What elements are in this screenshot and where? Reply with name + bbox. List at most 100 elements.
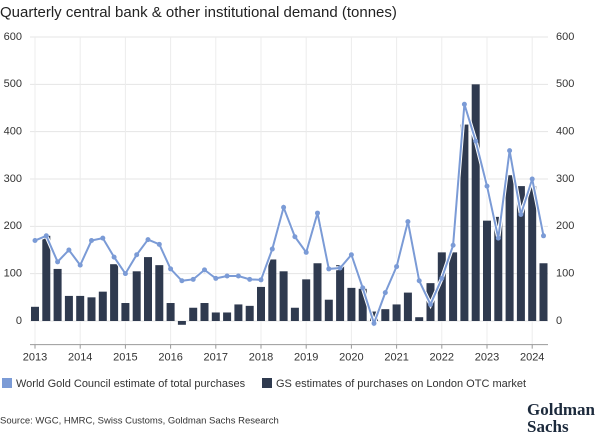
bar xyxy=(211,312,220,321)
bar xyxy=(505,175,514,321)
line-point xyxy=(405,219,411,225)
y2-tick-label: 600 xyxy=(556,31,574,43)
y2-tick-label: 500 xyxy=(556,78,574,90)
y-tick-label: 600 xyxy=(4,31,22,43)
line-point xyxy=(89,238,94,244)
bar xyxy=(324,299,333,321)
bar xyxy=(392,304,401,321)
bar xyxy=(437,252,446,321)
bar xyxy=(76,295,85,321)
line-point xyxy=(134,252,140,258)
line-point xyxy=(156,241,162,247)
bar xyxy=(98,291,107,321)
line-point xyxy=(473,138,479,144)
x-tick-label: 2016 xyxy=(158,352,182,364)
bar xyxy=(358,288,367,321)
line-point xyxy=(326,266,332,272)
line-point xyxy=(450,242,456,248)
x-tick-label: 2020 xyxy=(339,352,363,364)
line-point xyxy=(416,278,422,284)
y2-tick-label: 0 xyxy=(556,315,562,327)
bar xyxy=(347,287,356,321)
bar xyxy=(483,220,491,321)
x-tick-label: 2017 xyxy=(204,352,228,364)
x-tick-label: 2023 xyxy=(475,352,499,364)
y-tick-label: 200 xyxy=(4,220,22,232)
bar xyxy=(494,216,503,321)
legend-label: World Gold Council estimate of total pur… xyxy=(16,378,246,390)
y2-tick-label: 300 xyxy=(556,173,574,185)
logo: Sachs xyxy=(527,417,569,436)
bar xyxy=(415,317,424,321)
bar xyxy=(381,309,390,321)
bar xyxy=(223,312,232,321)
bar xyxy=(403,292,412,321)
bar xyxy=(302,279,311,321)
line-point xyxy=(179,278,185,284)
line-point xyxy=(258,277,264,283)
bar xyxy=(268,259,277,321)
y-tick-label: 300 xyxy=(4,173,22,185)
y-tick-label: 0 xyxy=(16,315,22,327)
bar xyxy=(31,306,39,321)
bar xyxy=(121,303,130,321)
x-tick-label: 2019 xyxy=(294,352,318,364)
y-tick-label: 500 xyxy=(4,78,22,90)
line-point xyxy=(382,290,388,296)
bar xyxy=(189,307,198,321)
x-tick-label: 2018 xyxy=(249,352,273,364)
line-point xyxy=(303,249,309,255)
line-point xyxy=(484,183,490,189)
bar xyxy=(166,303,175,321)
bar xyxy=(539,263,548,321)
bar xyxy=(110,264,119,321)
bar xyxy=(528,186,537,321)
line-point xyxy=(190,276,196,282)
line-point xyxy=(507,148,513,154)
legend-marker xyxy=(2,378,12,388)
bar xyxy=(132,271,141,321)
x-tick-label: 2021 xyxy=(384,352,408,364)
line-point xyxy=(77,262,83,268)
x-tick-label: 2015 xyxy=(113,352,137,364)
line-point xyxy=(66,247,72,253)
line-point xyxy=(269,246,275,252)
line-point xyxy=(529,176,535,182)
line-point xyxy=(247,276,253,282)
y2-tick-label: 100 xyxy=(556,268,574,280)
y2-tick-label: 200 xyxy=(556,220,574,232)
bar xyxy=(370,311,378,321)
line-point xyxy=(315,210,320,216)
bar xyxy=(64,295,73,321)
line-point xyxy=(213,275,219,281)
line-point xyxy=(439,275,445,281)
line-point xyxy=(122,271,128,277)
legend-label: GS estimates of purchases on London OTC … xyxy=(276,378,526,390)
x-tick-label: 2013 xyxy=(23,352,47,364)
line-point xyxy=(235,273,241,279)
line-point xyxy=(43,233,49,239)
line-point xyxy=(371,320,377,326)
line xyxy=(34,103,545,327)
line-point xyxy=(461,101,467,107)
bar xyxy=(257,286,265,321)
y2-tick-label: 400 xyxy=(556,126,574,138)
line-point xyxy=(55,259,61,265)
bar xyxy=(53,268,62,321)
y-tick-label: 400 xyxy=(4,126,22,138)
line-point xyxy=(224,273,230,279)
bar xyxy=(200,303,209,321)
chart-title: Quarterly central bank & other instituti… xyxy=(0,4,397,21)
bar xyxy=(279,271,288,321)
line-point xyxy=(32,238,38,244)
line-point xyxy=(145,237,151,243)
line-point xyxy=(292,234,298,240)
x-tick-label: 2022 xyxy=(430,352,454,364)
x-tick-label: 2024 xyxy=(520,352,544,364)
x-tick-label: 2014 xyxy=(68,352,92,364)
bar xyxy=(313,263,322,321)
line-point xyxy=(428,301,433,307)
line-point xyxy=(495,235,501,241)
line-point xyxy=(360,285,366,291)
